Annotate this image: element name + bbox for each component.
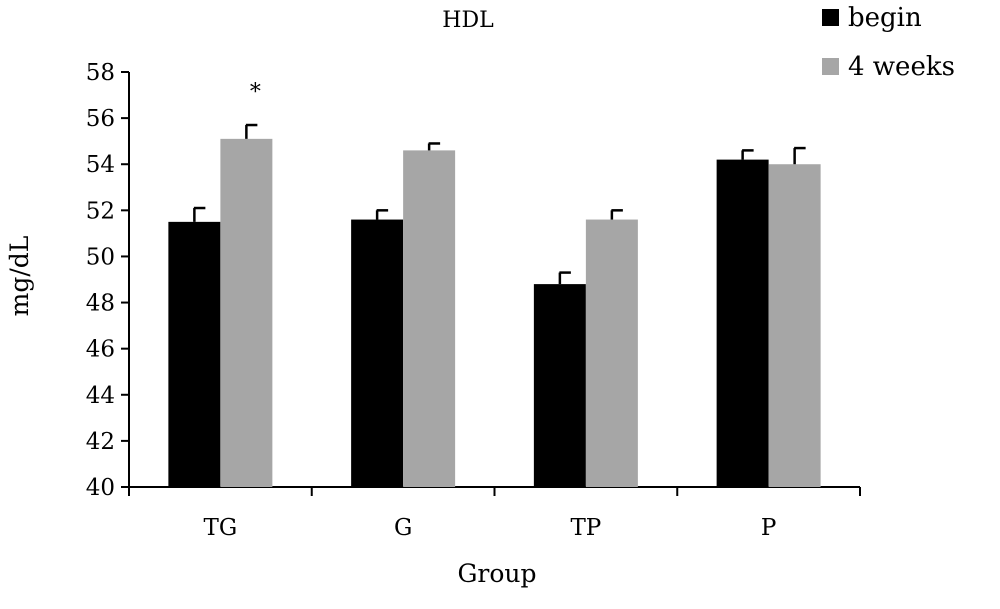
legend-swatch	[822, 9, 839, 26]
y-tick-label: 42	[86, 429, 115, 455]
plot-area: 40 42 44 46 48 50 52 54 56 58 TG G TP P *	[86, 60, 861, 541]
chart-title: HDL	[442, 8, 494, 33]
y-tick-label: 58	[86, 60, 115, 86]
legend-label: 4 weeks	[848, 52, 955, 82]
x-tick-label: TP	[570, 515, 601, 541]
bar	[351, 219, 404, 488]
x-tick-label: TG	[204, 515, 238, 541]
x-tick-label: P	[761, 515, 776, 541]
bar	[403, 150, 456, 487]
y-tick-label: 46	[86, 337, 115, 363]
y-tick-label: 50	[86, 244, 115, 270]
bar	[220, 138, 273, 487]
legend-swatch	[822, 58, 839, 75]
y-axis-label: mg/dL	[5, 236, 34, 317]
x-tick-label: G	[394, 515, 412, 541]
bar	[716, 159, 769, 487]
x-axis-label: Group	[457, 559, 536, 588]
significance-marker: *	[250, 80, 261, 105]
y-tick-label: 44	[86, 383, 115, 409]
y-tick-label: 40	[86, 475, 115, 501]
legend: begin 4 weeks	[822, 3, 955, 82]
bar	[768, 164, 821, 487]
y-tick-label: 54	[86, 152, 115, 178]
bar	[168, 221, 221, 487]
y-tick-label: 48	[86, 291, 115, 317]
y-tick-label: 56	[86, 106, 115, 132]
bar	[585, 219, 638, 488]
y-tick-label: 52	[86, 198, 115, 224]
legend-label: begin	[848, 3, 922, 33]
bar	[533, 284, 586, 487]
